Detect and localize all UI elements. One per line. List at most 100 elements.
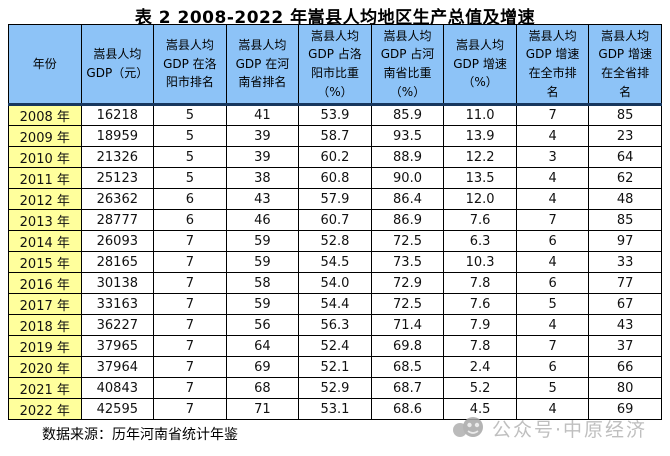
table-cell: 43 xyxy=(225,188,300,210)
column-header: 嵩县人均 GDP 占洛 阳市比重 （%） xyxy=(298,24,372,106)
table-cell: 39 xyxy=(225,125,300,147)
table-cell: 26093 xyxy=(80,230,155,252)
table-row: 2014 年 26093 7 59 52.8 72.5 6.3 6 97 xyxy=(8,230,662,252)
table-row: 2012 年 26362 6 43 57.9 86.4 12.0 4 48 xyxy=(8,188,662,210)
table-cell: 7 xyxy=(153,251,227,273)
table-row: 2020 年 37964 7 69 52.1 68.5 2.4 6 66 xyxy=(8,356,662,378)
table-cell: 58.7 xyxy=(298,125,372,147)
table-cell: 52.4 xyxy=(298,335,372,357)
table-cell: 36227 xyxy=(80,314,155,336)
table-cell: 7.6 xyxy=(443,209,517,231)
table-cell: 5 xyxy=(153,125,227,147)
table-row: 2017 年 33163 7 59 54.4 72.5 7.6 5 67 xyxy=(8,293,662,315)
table-cell: 77 xyxy=(588,272,662,294)
table-cell: 33 xyxy=(588,251,662,273)
table-cell: 56 xyxy=(225,314,300,336)
table-cell: 6 xyxy=(153,209,227,231)
year-cell: 2013 年 xyxy=(8,209,82,231)
table-cell: 38 xyxy=(225,167,300,189)
table-cell: 7 xyxy=(515,104,590,126)
table-cell: 69.8 xyxy=(370,335,445,357)
table-cell: 60.2 xyxy=(298,146,372,168)
table-row: 2015 年 28165 7 59 54.5 73.5 10.3 4 33 xyxy=(8,251,662,273)
table-cell: 5.2 xyxy=(443,377,517,399)
year-cell: 2008 年 xyxy=(8,104,82,126)
table-cell: 90.0 xyxy=(370,167,445,189)
table-cell: 7 xyxy=(153,272,227,294)
table-row: 2013 年 28777 6 46 60.7 86.9 7.6 7 85 xyxy=(8,209,662,231)
year-cell: 2018 年 xyxy=(8,314,82,336)
table-cell: 7.9 xyxy=(443,314,517,336)
table-cell: 97 xyxy=(588,230,662,252)
column-header: 嵩县人均 GDP 增速 （%） xyxy=(443,24,517,106)
table-cell: 12.0 xyxy=(443,188,517,210)
table-cell: 72.5 xyxy=(370,293,445,315)
table-cell: 53.1 xyxy=(298,398,372,420)
table-cell: 7 xyxy=(515,209,590,231)
year-cell: 2022 年 xyxy=(8,398,82,420)
table-cell: 4 xyxy=(515,167,590,189)
table-cell: 21326 xyxy=(80,146,155,168)
table-cell: 52.1 xyxy=(298,356,372,378)
table-row: 2016 年 30138 7 58 54.0 72.9 7.8 6 77 xyxy=(8,272,662,294)
table-cell: 30138 xyxy=(80,272,155,294)
table-cell: 7 xyxy=(153,398,227,420)
table-row: 2010 年 21326 5 39 60.2 88.9 12.2 3 64 xyxy=(8,146,662,168)
table-cell: 7.8 xyxy=(443,335,517,357)
year-cell: 2012 年 xyxy=(8,188,82,210)
table-cell: 62 xyxy=(588,167,662,189)
table-cell: 5 xyxy=(153,146,227,168)
table-cell: 93.5 xyxy=(370,125,445,147)
table-cell: 33163 xyxy=(80,293,155,315)
table-cell: 52.8 xyxy=(298,230,372,252)
table-cell: 7 xyxy=(515,335,590,357)
table-cell: 5 xyxy=(515,377,590,399)
table-cell: 72.5 xyxy=(370,230,445,252)
table-cell: 26362 xyxy=(80,188,155,210)
table-cell: 48 xyxy=(588,188,662,210)
year-cell: 2019 年 xyxy=(8,335,82,357)
table-row: 2018 年 36227 7 56 56.3 71.4 7.9 4 43 xyxy=(8,314,662,336)
column-header: 嵩县人均 GDP 占河 南省比重 （%） xyxy=(370,24,445,106)
table-cell: 68 xyxy=(225,377,300,399)
table-cell: 12.2 xyxy=(443,146,517,168)
table-cell: 85.9 xyxy=(370,104,445,126)
table-row: 2021 年 40843 7 68 52.9 68.7 5.2 5 80 xyxy=(8,377,662,399)
table-cell: 7.6 xyxy=(443,293,517,315)
table-row: 2019 年 37965 7 64 52.4 69.8 7.8 7 37 xyxy=(8,335,662,357)
table-cell: 7 xyxy=(153,314,227,336)
table-cell: 73.5 xyxy=(370,251,445,273)
table-cell: 66 xyxy=(588,356,662,378)
table-cell: 7 xyxy=(153,335,227,357)
table-row: 2009 年 18959 5 39 58.7 93.5 13.9 4 23 xyxy=(8,125,662,147)
column-header: 年份 xyxy=(8,24,82,106)
year-cell: 2017 年 xyxy=(8,293,82,315)
table-cell: 16218 xyxy=(80,104,155,126)
table-cell: 7.8 xyxy=(443,272,517,294)
table-cell: 5 xyxy=(515,293,590,315)
year-cell: 2016 年 xyxy=(8,272,82,294)
table-cell: 59 xyxy=(225,251,300,273)
table-cell: 6 xyxy=(515,230,590,252)
table-cell: 10.3 xyxy=(443,251,517,273)
table-cell: 80 xyxy=(588,377,662,399)
table-cell: 53.9 xyxy=(298,104,372,126)
table-header-row: 年份 嵩县人均 GDP（元） 嵩县人均 GDP 在洛 阳市排名 嵩县人均 GDP 在河… xyxy=(8,24,662,106)
table-cell: 25123 xyxy=(80,167,155,189)
table-cell: 86.9 xyxy=(370,209,445,231)
table-cell: 67 xyxy=(588,293,662,315)
table-cell: 4 xyxy=(515,125,590,147)
table-cell: 4 xyxy=(515,188,590,210)
table-cell: 60.8 xyxy=(298,167,372,189)
table-cell: 5 xyxy=(153,104,227,126)
table-cell: 71 xyxy=(225,398,300,420)
table-cell: 4.5 xyxy=(443,398,517,420)
table-cell: 18959 xyxy=(80,125,155,147)
table-cell: 37965 xyxy=(80,335,155,357)
table-cell: 37 xyxy=(588,335,662,357)
table-cell: 5 xyxy=(153,167,227,189)
table-cell: 69 xyxy=(225,356,300,378)
table-cell: 13.9 xyxy=(443,125,517,147)
column-header: 嵩县人均 GDP 增速 在全省排 名 xyxy=(588,24,662,106)
year-cell: 2009 年 xyxy=(8,125,82,147)
